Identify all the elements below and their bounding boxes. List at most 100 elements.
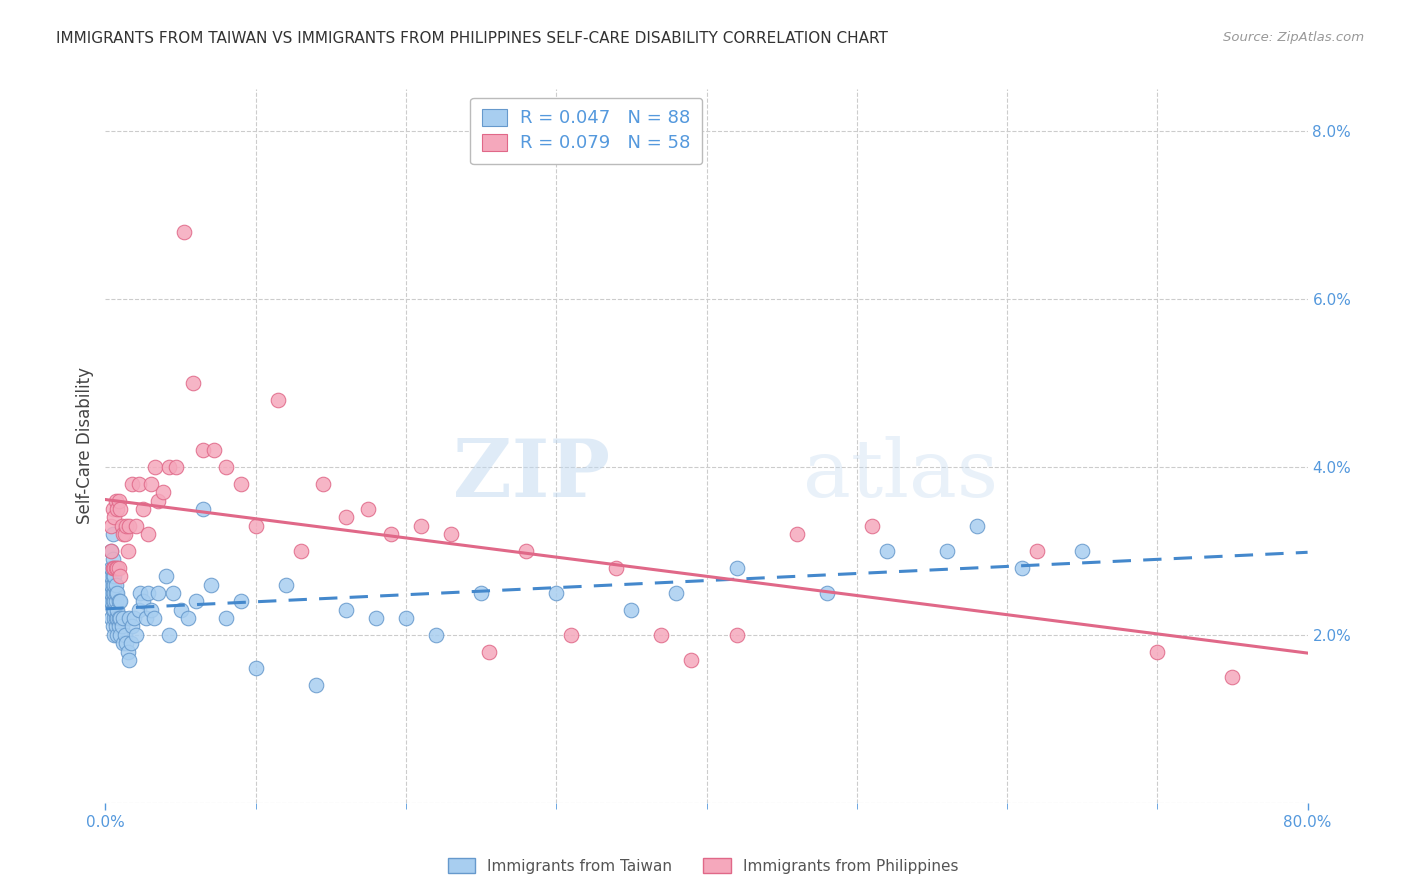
Point: [177, 611, 200, 625]
Point: [110, 569, 132, 583]
Legend: Immigrants from Taiwan, Immigrants from Philippines: Immigrants from Taiwan, Immigrants from …: [441, 852, 965, 880]
Point: [100, 577, 122, 591]
Point: [108, 611, 131, 625]
Point: [786, 527, 808, 541]
Point: [229, 594, 252, 608]
Point: [108, 594, 131, 608]
Point: [815, 586, 838, 600]
Point: [101, 560, 124, 574]
Point: [312, 476, 335, 491]
Point: [132, 594, 155, 608]
Point: [101, 577, 124, 591]
Y-axis label: Self-Care Disability: Self-Care Disability: [76, 368, 94, 524]
Point: [245, 518, 267, 533]
Point: [107, 502, 129, 516]
Point: [107, 628, 129, 642]
Point: [202, 443, 225, 458]
Point: [305, 678, 328, 692]
Point: [108, 493, 131, 508]
Point: [100, 544, 122, 558]
Point: [115, 636, 138, 650]
Point: [101, 594, 124, 608]
Point: [112, 611, 135, 625]
Point: [155, 569, 177, 583]
Point: [157, 460, 180, 475]
Point: [103, 560, 125, 574]
Point: [546, 586, 568, 600]
Point: [103, 569, 125, 583]
Point: [152, 485, 174, 500]
Point: [104, 611, 127, 625]
Text: Source: ZipAtlas.com: Source: ZipAtlas.com: [1223, 31, 1364, 45]
Point: [103, 577, 125, 591]
Point: [146, 586, 169, 600]
Point: [114, 527, 136, 541]
Point: [103, 586, 125, 600]
Point: [118, 653, 141, 667]
Point: [146, 493, 169, 508]
Point: [936, 544, 959, 558]
Point: [876, 544, 898, 558]
Point: [100, 594, 122, 608]
Point: [214, 460, 236, 475]
Point: [1026, 544, 1049, 558]
Point: [101, 569, 124, 583]
Point: [440, 527, 463, 541]
Point: [245, 661, 267, 675]
Point: [665, 586, 688, 600]
Point: [100, 544, 122, 558]
Point: [122, 611, 145, 625]
Point: [395, 611, 418, 625]
Point: [267, 392, 290, 407]
Point: [200, 577, 222, 591]
Point: [470, 586, 492, 600]
Point: [1011, 560, 1033, 574]
Point: [103, 594, 125, 608]
Point: [1071, 544, 1094, 558]
Point: [143, 460, 166, 475]
Point: [121, 476, 143, 491]
Point: [101, 619, 124, 633]
Point: [110, 502, 132, 516]
Point: [98, 594, 121, 608]
Point: [191, 443, 214, 458]
Point: [1222, 670, 1244, 684]
Point: [478, 645, 501, 659]
Point: [103, 510, 125, 524]
Point: [364, 611, 387, 625]
Point: [101, 586, 124, 600]
Point: [104, 577, 127, 591]
Point: [124, 628, 146, 642]
Point: [335, 510, 357, 524]
Point: [98, 586, 121, 600]
Point: [214, 611, 236, 625]
Point: [135, 611, 157, 625]
Point: [107, 586, 129, 600]
Point: [142, 611, 165, 625]
Point: [169, 603, 191, 617]
Point: [110, 628, 132, 642]
Point: [101, 527, 124, 541]
Point: [129, 586, 152, 600]
Point: [128, 476, 150, 491]
Point: [425, 628, 447, 642]
Point: [118, 611, 141, 625]
Point: [101, 560, 124, 574]
Legend: R = 0.047   N = 88, R = 0.079   N = 58: R = 0.047 N = 88, R = 0.079 N = 58: [470, 97, 703, 164]
Point: [110, 594, 132, 608]
Point: [184, 594, 207, 608]
Point: [118, 518, 141, 533]
Point: [681, 653, 703, 667]
Point: [104, 619, 127, 633]
Point: [725, 560, 748, 574]
Point: [104, 594, 127, 608]
Point: [117, 544, 139, 558]
Point: [290, 544, 312, 558]
Point: [157, 628, 180, 642]
Point: [107, 560, 129, 574]
Point: [114, 628, 136, 642]
Point: [100, 611, 122, 625]
Text: IMMIGRANTS FROM TAIWAN VS IMMIGRANTS FROM PHILIPPINES SELF-CARE DISABILITY CORRE: IMMIGRANTS FROM TAIWAN VS IMMIGRANTS FRO…: [56, 31, 889, 46]
Point: [132, 502, 155, 516]
Text: ZIP: ZIP: [453, 435, 610, 514]
